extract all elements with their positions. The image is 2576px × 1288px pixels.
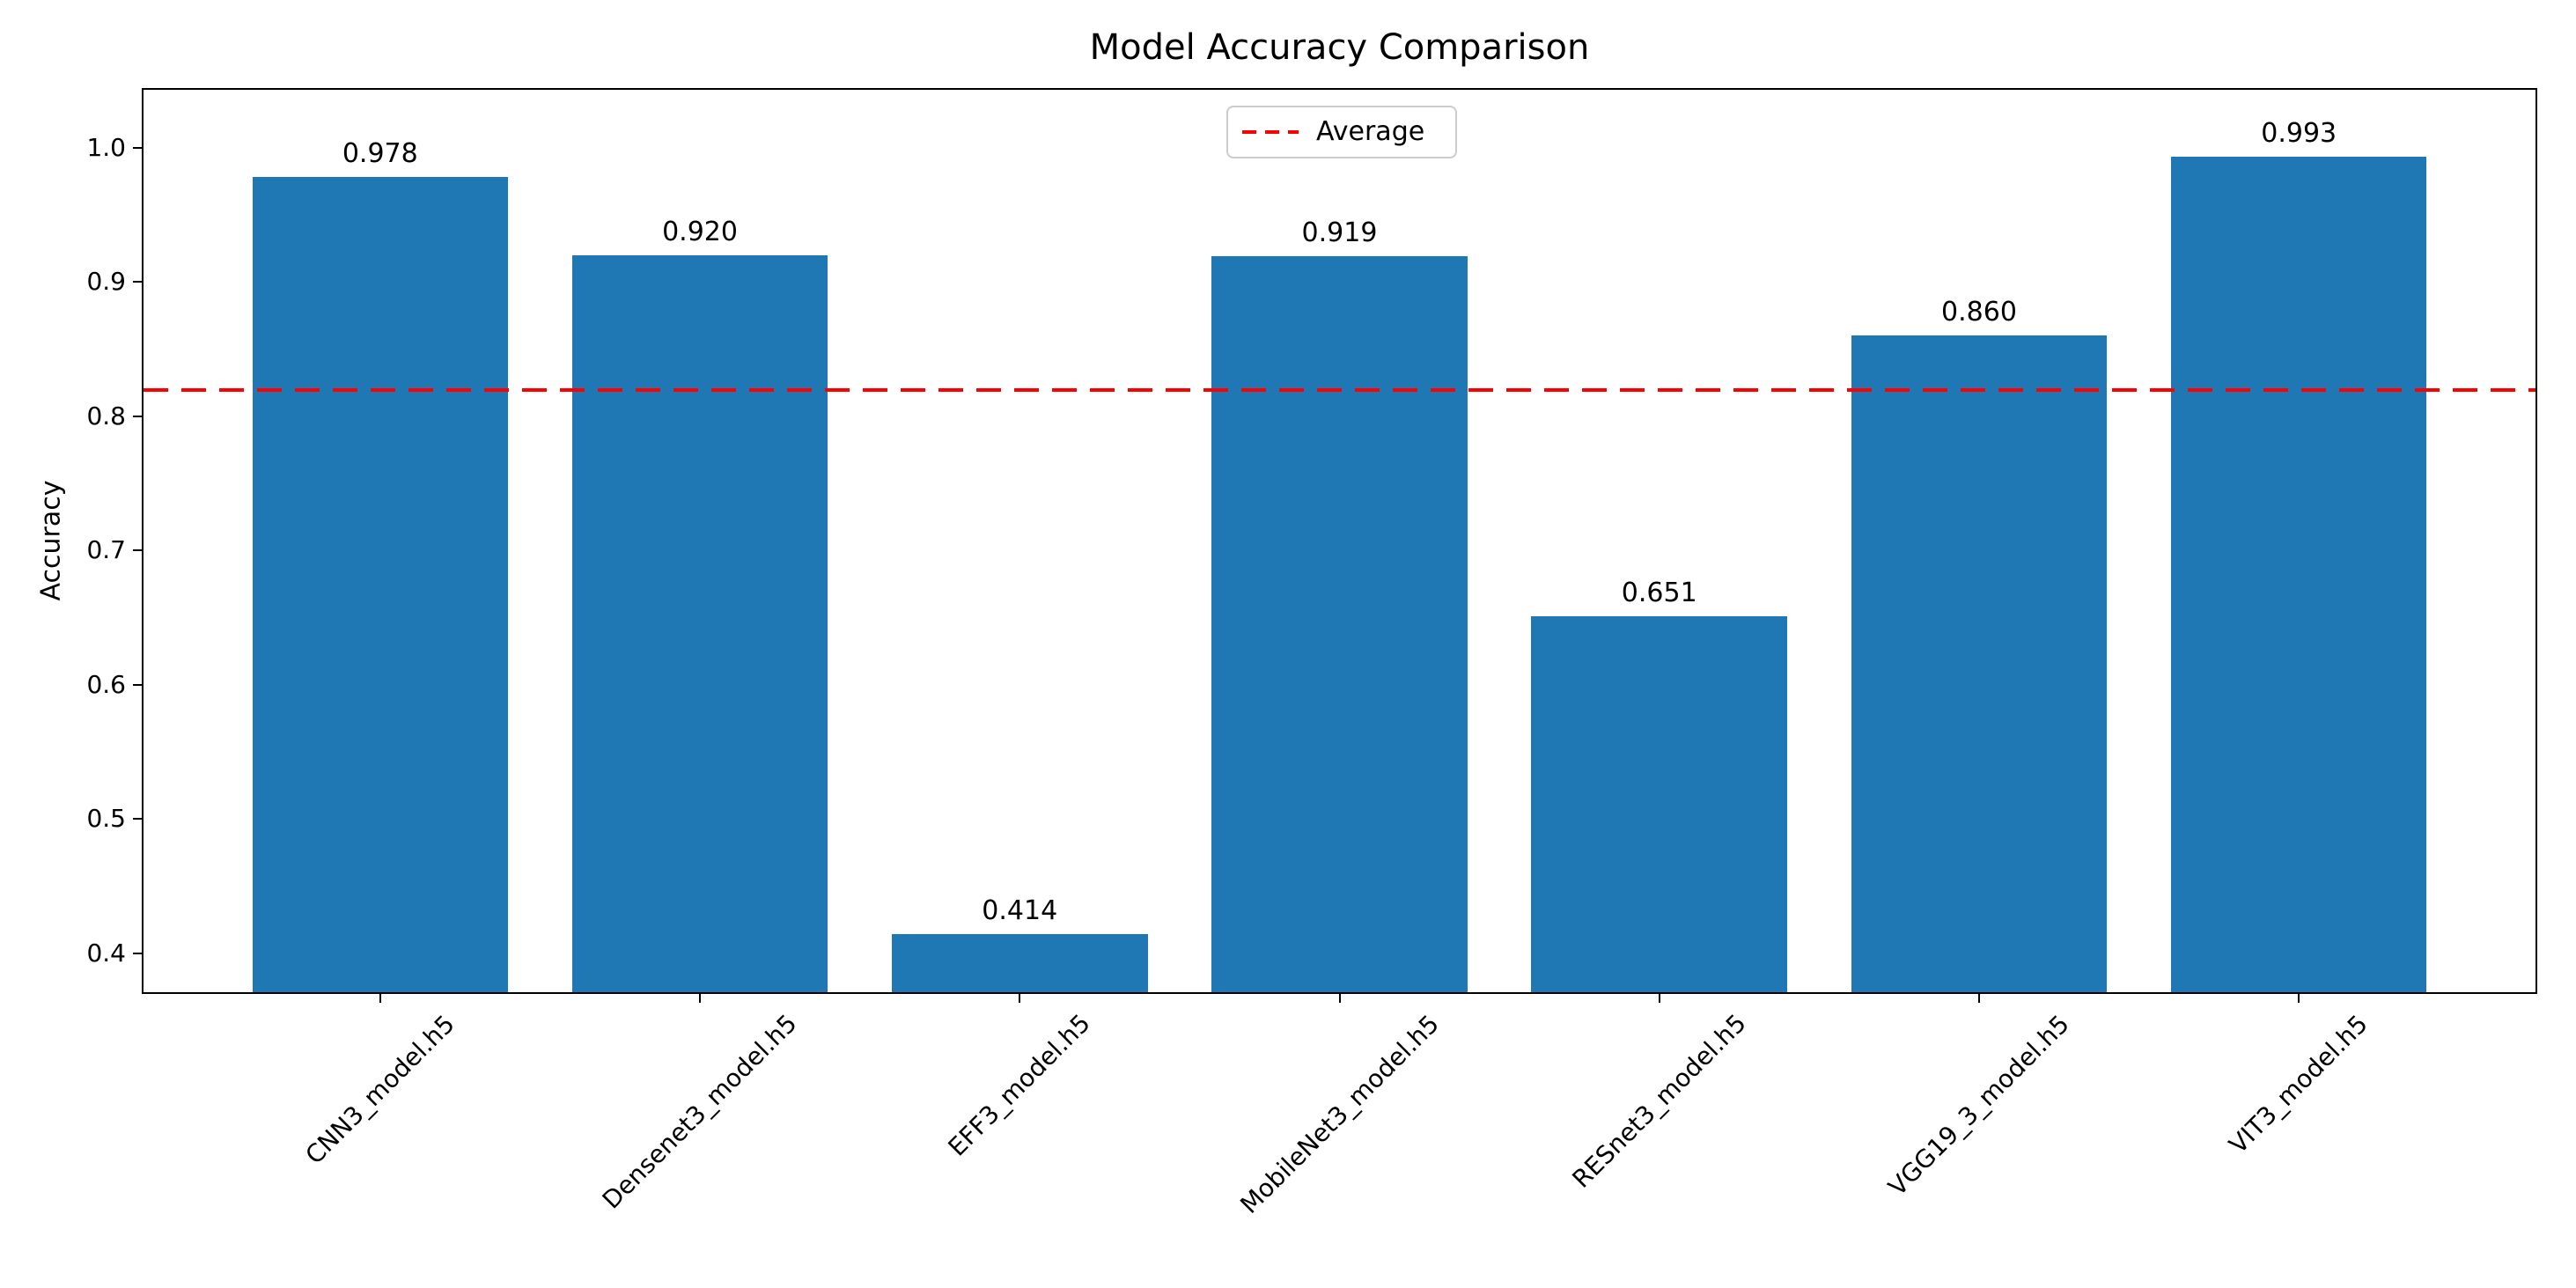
bar-value-label: 0.651 [1621, 577, 1697, 608]
x-tick-label: VGG19_3_model.h5 [1882, 1009, 2075, 1202]
x-tick-label: MobileNet3_model.h5 [1233, 1008, 1445, 1219]
y-tick [133, 683, 142, 686]
x-tick [1658, 994, 1660, 1003]
x-tick [2298, 994, 2300, 1003]
y-tick [133, 146, 142, 149]
y-tick [133, 952, 142, 954]
y-tick [133, 549, 142, 552]
bar [1531, 615, 1788, 992]
x-tick [379, 994, 381, 1003]
plot-area [142, 88, 2537, 994]
average-line [144, 388, 2536, 393]
x-tick-label: EFF3_model.h5 [942, 1008, 1097, 1163]
bar-value-label: 0.978 [342, 138, 418, 170]
bar [571, 254, 828, 992]
y-tick [133, 415, 142, 417]
bar [891, 934, 1148, 992]
y-axis-label: Accuracy [35, 480, 67, 601]
y-tick-label: 0.6 [86, 669, 126, 699]
y-tick [133, 281, 142, 283]
y-tick [133, 818, 142, 821]
y-tick-label: 0.4 [86, 938, 126, 968]
y-tick-label: 0.7 [86, 535, 126, 565]
bar-value-label: 0.919 [1301, 217, 1378, 249]
x-tick-label: CNN3_model.h5 [299, 1009, 460, 1170]
x-tick-label: Densenet3_model.h5 [596, 1009, 803, 1215]
bar-value-label: 0.860 [1941, 297, 2017, 328]
chart-title: Model Accuracy Comparison [1089, 27, 1590, 68]
x-tick [1019, 994, 1021, 1003]
legend-label: Average [1316, 116, 1425, 147]
x-tick [699, 994, 702, 1003]
x-tick-label: RESnet3_model.h5 [1566, 1008, 1752, 1195]
bar [252, 177, 509, 992]
y-tick-label: 0.5 [86, 804, 126, 834]
y-tick-label: 0.9 [86, 267, 126, 297]
bar-value-label: 0.414 [982, 895, 1058, 927]
bar-value-label: 0.920 [662, 216, 738, 247]
legend: Average [1226, 106, 1457, 158]
x-tick [1977, 994, 1980, 1003]
bar-value-label: 0.993 [2261, 118, 2337, 150]
x-tick-label: VIT3_model.h5 [2223, 1009, 2374, 1159]
legend-dashed-line-icon [1242, 130, 1299, 134]
x-tick [1338, 994, 1341, 1003]
y-tick-label: 0.8 [86, 401, 126, 431]
bar [1851, 335, 2108, 992]
y-tick-label: 1.0 [86, 132, 126, 162]
bar [2170, 157, 2427, 992]
bar [1211, 256, 1468, 992]
